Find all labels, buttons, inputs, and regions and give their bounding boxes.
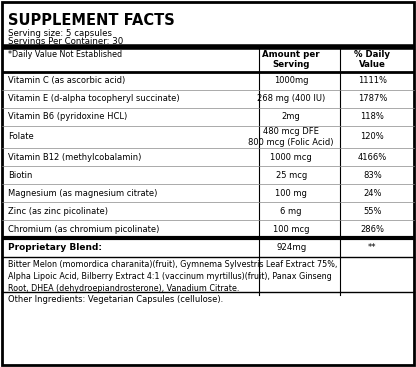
Text: Amount per
Serving: Amount per Serving: [262, 50, 320, 69]
Text: Magnesium (as magnesium citrate): Magnesium (as magnesium citrate): [8, 189, 158, 198]
Text: Proprietary Blend:: Proprietary Blend:: [8, 243, 102, 252]
Text: 118%: 118%: [360, 112, 384, 121]
Text: 480 mcg DFE
800 mcg (Folic Acid): 480 mcg DFE 800 mcg (Folic Acid): [248, 127, 334, 146]
Text: Chromium (as chromium picolinate): Chromium (as chromium picolinate): [8, 225, 160, 234]
Text: Vitamin E (d-alpha tocopheryl succinate): Vitamin E (d-alpha tocopheryl succinate): [8, 94, 180, 103]
Text: 6 mg: 6 mg: [280, 207, 302, 216]
Text: 1787%: 1787%: [358, 94, 387, 103]
Text: 120%: 120%: [360, 132, 384, 141]
Text: SUPPLEMENT FACTS: SUPPLEMENT FACTS: [8, 13, 175, 28]
Text: 1000 mcg: 1000 mcg: [270, 153, 312, 162]
Text: 24%: 24%: [363, 189, 381, 198]
Text: 25 mcg: 25 mcg: [275, 171, 307, 180]
Text: *Daily Value Not Established: *Daily Value Not Established: [8, 50, 122, 59]
Text: 924mg: 924mg: [276, 243, 306, 252]
Text: Vitamin B6 (pyridoxine HCL): Vitamin B6 (pyridoxine HCL): [8, 112, 128, 121]
Text: Servings Per Container: 30: Servings Per Container: 30: [8, 37, 124, 47]
Text: 2mg: 2mg: [282, 112, 301, 121]
Text: 1000mg: 1000mg: [274, 76, 308, 85]
Text: 55%: 55%: [363, 207, 381, 216]
Text: 4166%: 4166%: [358, 153, 387, 162]
Text: **: **: [368, 243, 376, 252]
Text: Biotin: Biotin: [8, 171, 33, 180]
Text: Folate: Folate: [8, 132, 34, 141]
Text: % Daily
Value: % Daily Value: [354, 50, 390, 69]
Text: 286%: 286%: [360, 225, 384, 234]
Text: Vitamin B12 (methylcobalamin): Vitamin B12 (methylcobalamin): [8, 153, 142, 162]
Text: Zinc (as zinc picolinate): Zinc (as zinc picolinate): [8, 207, 108, 216]
Text: 268 mg (400 IU): 268 mg (400 IU): [257, 94, 325, 103]
Text: 83%: 83%: [363, 171, 382, 180]
Text: Bitter Melon (momordica charanita)(fruit), Gymnema Sylvestris Leaf Extract 75%,
: Bitter Melon (momordica charanita)(fruit…: [8, 260, 338, 293]
Text: 1111%: 1111%: [358, 76, 387, 85]
Text: Other Ingredients: Vegetarian Capsules (cellulose).: Other Ingredients: Vegetarian Capsules (…: [8, 295, 223, 305]
Text: Serving size: 5 capsules: Serving size: 5 capsules: [8, 29, 112, 39]
Text: 100 mg: 100 mg: [275, 189, 307, 198]
Text: Vitamin C (as ascorbic acid): Vitamin C (as ascorbic acid): [8, 76, 126, 85]
Text: 100 mcg: 100 mcg: [273, 225, 310, 234]
